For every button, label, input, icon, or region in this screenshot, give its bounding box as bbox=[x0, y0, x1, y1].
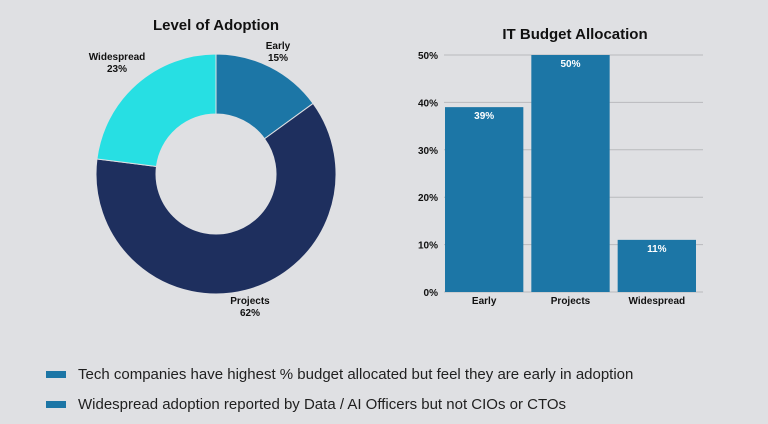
x-tick-label-early: Early bbox=[472, 296, 497, 307]
pie-value-widespread: 23% bbox=[107, 64, 127, 75]
y-tick-label: 40% bbox=[418, 98, 438, 109]
y-tick-label: 10% bbox=[418, 241, 438, 252]
x-tick-label-projects: Projects bbox=[551, 296, 591, 307]
bar-chart-title: IT Budget Allocation bbox=[502, 26, 647, 43]
pie-label-projects: Projects bbox=[230, 296, 270, 307]
pie-label-widespread: Widespread bbox=[89, 52, 146, 63]
note-2-marker bbox=[46, 401, 66, 408]
bar-projects bbox=[531, 55, 610, 292]
y-tick-label: 30% bbox=[418, 146, 438, 157]
bar-widespread bbox=[617, 239, 696, 292]
pie-slice-projects bbox=[95, 102, 337, 295]
note-2: Widespread adoption reported by Data / A… bbox=[46, 396, 566, 413]
note-1-text: Tech companies have highest % budget all… bbox=[78, 366, 634, 383]
x-tick-label-widespread: Widespread bbox=[629, 296, 686, 307]
y-tick-label: 0% bbox=[424, 288, 439, 299]
pie-slice-widespread bbox=[96, 53, 217, 168]
note-2-text: Widespread adoption reported by Data / A… bbox=[78, 396, 567, 413]
note-1-marker bbox=[46, 371, 66, 378]
y-tick-label: 50% bbox=[418, 51, 438, 62]
note-1: Tech companies have highest % budget all… bbox=[46, 366, 633, 383]
pie-value-early: 15% bbox=[268, 53, 288, 64]
bar-value-label-widespread: 11% bbox=[647, 244, 667, 255]
bar-value-label-early: 39% bbox=[474, 111, 494, 122]
bar-value-label-projects: 50% bbox=[560, 59, 580, 70]
pie-chart-title: Level of Adoption bbox=[153, 17, 279, 34]
pie-label-early: Early bbox=[266, 41, 291, 52]
bar-early bbox=[445, 107, 524, 292]
y-tick-label: 20% bbox=[418, 193, 438, 204]
bar-chart: 0% 10% 20% 30% 40% 50% 39% Early 50% Projects 11% W… bbox=[418, 51, 703, 307]
pie-value-projects: 62% bbox=[240, 308, 260, 319]
